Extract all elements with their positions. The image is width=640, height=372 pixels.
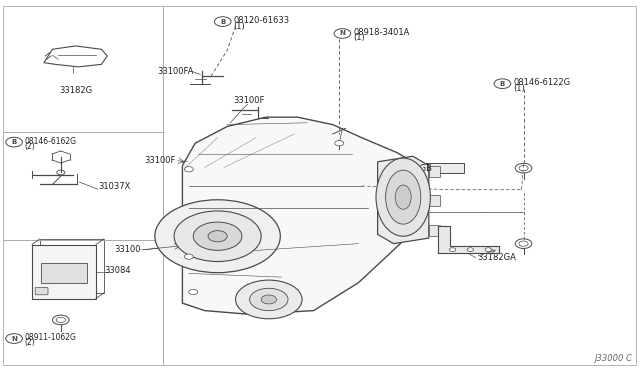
Text: 33100FA: 33100FA [157, 67, 193, 76]
Circle shape [250, 288, 288, 311]
Text: (1): (1) [234, 22, 245, 31]
FancyBboxPatch shape [429, 225, 440, 236]
Circle shape [189, 289, 198, 295]
Text: 33182GB: 33182GB [394, 164, 433, 173]
Text: 08918-3401A: 08918-3401A [353, 28, 410, 37]
Polygon shape [378, 156, 429, 244]
Circle shape [449, 248, 456, 251]
Polygon shape [182, 117, 429, 314]
Circle shape [494, 79, 511, 89]
Text: (1): (1) [353, 33, 365, 42]
FancyBboxPatch shape [41, 263, 87, 283]
Text: 08146-6122G: 08146-6122G [513, 78, 570, 87]
Text: N: N [11, 336, 17, 341]
Text: (2): (2) [24, 142, 35, 151]
Circle shape [6, 334, 22, 343]
Text: 08911-1062G: 08911-1062G [24, 333, 76, 342]
Text: 33084: 33084 [104, 266, 131, 275]
Circle shape [485, 248, 492, 251]
Circle shape [6, 137, 22, 147]
FancyBboxPatch shape [424, 163, 464, 173]
Polygon shape [438, 226, 499, 253]
FancyBboxPatch shape [429, 195, 440, 206]
Circle shape [155, 200, 280, 273]
Text: B: B [500, 81, 505, 87]
Text: B: B [12, 139, 17, 145]
Circle shape [334, 29, 351, 38]
Text: B: B [220, 19, 225, 25]
FancyBboxPatch shape [35, 287, 48, 295]
Text: 33100F: 33100F [144, 156, 175, 165]
Circle shape [174, 211, 261, 262]
Circle shape [214, 17, 231, 26]
Circle shape [184, 254, 193, 259]
Text: 08146-6162G: 08146-6162G [24, 137, 76, 146]
FancyBboxPatch shape [429, 166, 440, 177]
Text: 33182GA: 33182GA [477, 253, 516, 262]
Text: 08120-61633: 08120-61633 [234, 16, 290, 25]
Text: (2): (2) [24, 338, 35, 347]
Text: J33000 C: J33000 C [595, 354, 632, 363]
FancyBboxPatch shape [32, 245, 96, 298]
Circle shape [335, 141, 344, 146]
Text: N: N [339, 31, 346, 36]
Text: 33100: 33100 [115, 246, 141, 254]
Circle shape [193, 222, 242, 250]
Circle shape [184, 167, 193, 172]
Text: (1): (1) [513, 84, 525, 93]
Ellipse shape [396, 185, 412, 209]
Circle shape [208, 231, 227, 242]
Ellipse shape [385, 170, 421, 224]
Text: 33100F: 33100F [234, 96, 265, 105]
Text: 33182G: 33182G [59, 86, 92, 94]
Circle shape [261, 295, 276, 304]
Circle shape [467, 248, 474, 251]
Circle shape [236, 280, 302, 319]
Text: 31037X: 31037X [98, 182, 131, 191]
Ellipse shape [376, 158, 430, 236]
